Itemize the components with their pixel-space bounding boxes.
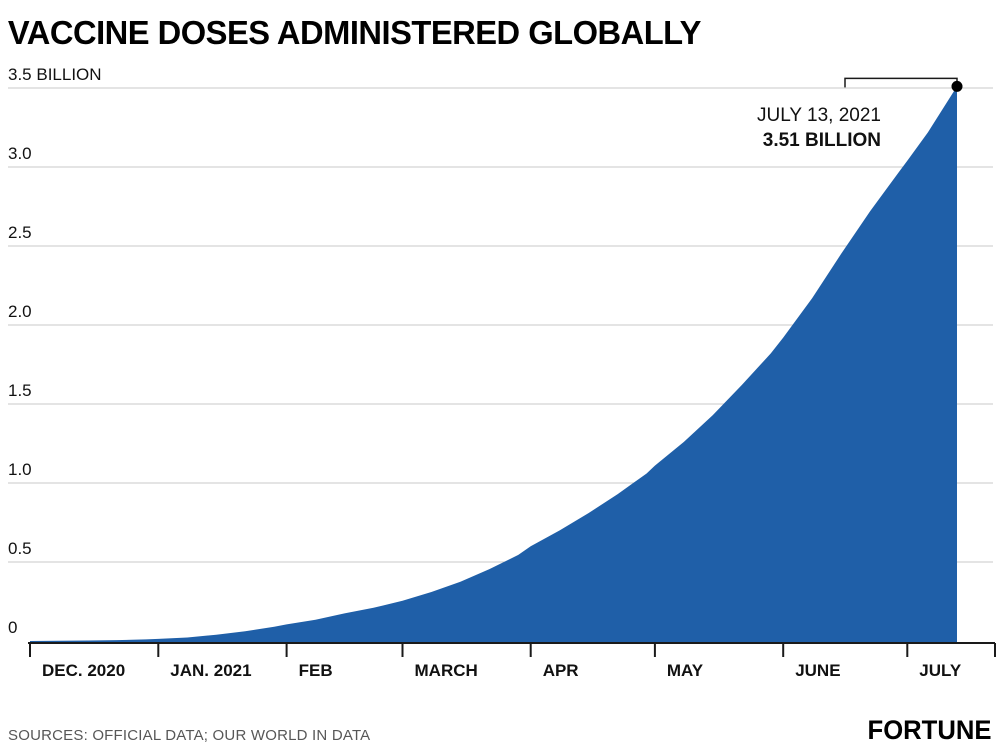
y-axis-tick-label: 0 — [8, 618, 17, 637]
area-series — [30, 86, 957, 643]
fortune-logo: FORTUNE — [867, 715, 991, 745]
annotation-date-label: JULY 13, 2021 — [757, 105, 881, 126]
source-attribution: SOURCES: OFFICIAL DATA; OUR WORLD IN DAT… — [8, 727, 371, 744]
x-axis-label: FEB — [299, 661, 333, 680]
chart-footer: SOURCES: OFFICIAL DATA; OUR WORLD IN DAT… — [0, 715, 1001, 745]
y-axis-tick-label: 1.5 — [8, 381, 32, 400]
y-axis-tick-label: 3.0 — [8, 144, 32, 163]
x-axis-label: JULY — [919, 661, 962, 680]
y-axis-tick-label: 2.5 — [8, 223, 32, 242]
chart-title: VACCINE DOSES ADMINISTERED GLOBALLY — [7, 14, 702, 51]
x-axis-label: DEC. 2020 — [42, 661, 125, 680]
x-axis-label: APR — [543, 661, 579, 680]
callout-bracket — [844, 77, 958, 88]
x-axis-label: JAN. 2021 — [170, 661, 251, 680]
x-axis-label: MARCH — [415, 661, 478, 680]
y-axis-tick-label: 0.5 — [8, 539, 32, 558]
x-axis-label: MAY — [667, 661, 704, 680]
x-axis-label: JUNE — [795, 661, 840, 680]
vaccine-doses-area-chart: 0 0.5 1.0 1.5 2.0 2.5 3.0 3.5 BILLION DEC. 2020 J… — [8, 65, 996, 680]
y-axis-tick-label: 1.0 — [8, 460, 32, 479]
annotation-value-label: 3.51 BILLION — [763, 130, 881, 151]
end-point-marker — [951, 81, 963, 93]
y-axis-tick-label: 3.5 BILLION — [8, 65, 102, 84]
y-axis-tick-label: 2.0 — [8, 302, 32, 321]
